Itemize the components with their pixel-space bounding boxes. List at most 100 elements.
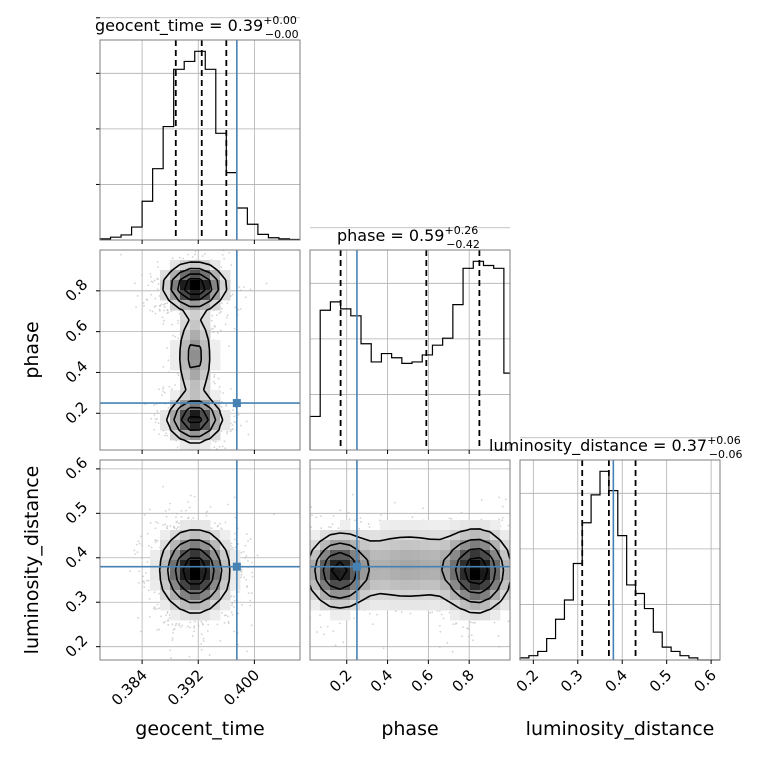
density-cell xyxy=(400,560,411,571)
density-cell xyxy=(200,360,211,371)
sample-point xyxy=(516,528,518,530)
y-tick-label: 0.2 xyxy=(62,398,92,428)
histogram-bin xyxy=(680,656,689,660)
histogram-bin xyxy=(237,208,248,240)
density-cell xyxy=(190,370,201,381)
sample-point xyxy=(237,612,240,615)
sample-point xyxy=(221,253,224,256)
density-cell xyxy=(460,580,471,591)
sample-point xyxy=(513,578,515,580)
density-cell xyxy=(170,580,181,591)
sample-point xyxy=(231,546,234,549)
density-cell xyxy=(450,560,461,571)
sample-point xyxy=(168,385,171,388)
sample-point xyxy=(230,611,233,614)
geocent-time-title: geocent_time = 0.39+0.00 −0.00 xyxy=(95,14,299,41)
sample-point xyxy=(165,432,168,435)
sample-point xyxy=(169,502,172,505)
sample-point xyxy=(249,604,252,607)
density-cell xyxy=(460,570,471,581)
density-cell xyxy=(490,520,501,531)
density-cell xyxy=(200,580,211,591)
histogram-bin xyxy=(247,224,258,240)
density-cell xyxy=(450,540,461,551)
sample-point xyxy=(172,334,174,337)
density-cell xyxy=(440,520,451,531)
sample-point xyxy=(218,445,221,448)
density-cell xyxy=(360,600,371,611)
sample-point xyxy=(301,548,303,550)
sample-point xyxy=(439,625,441,627)
sample-point xyxy=(186,625,189,628)
histogram-bin xyxy=(671,651,680,660)
sample-point xyxy=(507,524,510,527)
sample-point xyxy=(129,570,131,573)
sample-point xyxy=(239,424,242,427)
sample-point xyxy=(303,566,305,568)
sample-point xyxy=(156,521,159,524)
sample-point xyxy=(138,582,140,584)
density-cell xyxy=(190,600,201,611)
sample-point xyxy=(154,421,157,424)
sample-point xyxy=(526,538,528,540)
density-cell xyxy=(210,260,221,271)
sample-point xyxy=(165,515,168,518)
sample-point xyxy=(164,434,166,437)
sample-point xyxy=(153,404,156,406)
sample-point xyxy=(147,284,150,287)
sample-point xyxy=(448,517,451,520)
sample-point xyxy=(282,580,284,582)
sample-point xyxy=(185,509,187,512)
density-cell xyxy=(310,580,321,591)
sample-point xyxy=(148,508,151,511)
histogram-bin xyxy=(205,69,216,240)
sample-point xyxy=(170,657,173,659)
density-cell xyxy=(210,280,221,291)
sample-point xyxy=(211,314,214,317)
density-cell xyxy=(490,540,501,551)
sample-point xyxy=(228,251,231,254)
sample-point xyxy=(194,250,197,253)
sample-point xyxy=(179,626,182,629)
sample-point xyxy=(245,420,248,423)
luminosity-distance-vs-geocent-time-panel xyxy=(96,459,301,664)
density-cell xyxy=(190,420,201,431)
sample-point xyxy=(278,521,280,523)
sample-point xyxy=(143,586,146,588)
sample-point xyxy=(422,507,424,510)
density-cell xyxy=(200,270,211,281)
density-cell xyxy=(190,430,201,441)
density-cell xyxy=(350,550,361,561)
sample-point xyxy=(448,611,451,614)
sample-point xyxy=(273,513,275,516)
sample-point xyxy=(175,622,178,625)
sample-point xyxy=(148,597,151,600)
sample-point xyxy=(304,590,306,592)
density-cell xyxy=(170,280,181,291)
sample-point xyxy=(214,382,216,385)
sample-point xyxy=(212,440,215,442)
density-cell xyxy=(360,570,371,581)
sample-point xyxy=(498,518,501,521)
sample-point xyxy=(182,257,185,260)
sample-point xyxy=(237,413,240,416)
histogram-bin xyxy=(392,358,402,450)
sample-point xyxy=(337,527,340,530)
density-cell xyxy=(450,520,461,531)
density-cell xyxy=(450,530,461,541)
density-cell xyxy=(410,540,421,551)
density-cell xyxy=(340,580,351,591)
density-cell xyxy=(390,520,401,531)
sample-point xyxy=(154,608,156,611)
density-cell xyxy=(150,570,161,581)
contour-line xyxy=(310,528,510,614)
density-cell xyxy=(160,570,171,581)
sample-point xyxy=(215,314,218,317)
luminosity-distance-histogram-panel xyxy=(519,437,721,664)
sample-point xyxy=(213,522,216,524)
sample-point xyxy=(244,296,247,299)
x-tick-label: 0.4 xyxy=(601,666,631,696)
sample-point xyxy=(462,626,464,629)
joint-panel-content xyxy=(278,460,528,660)
sample-point xyxy=(164,523,167,526)
